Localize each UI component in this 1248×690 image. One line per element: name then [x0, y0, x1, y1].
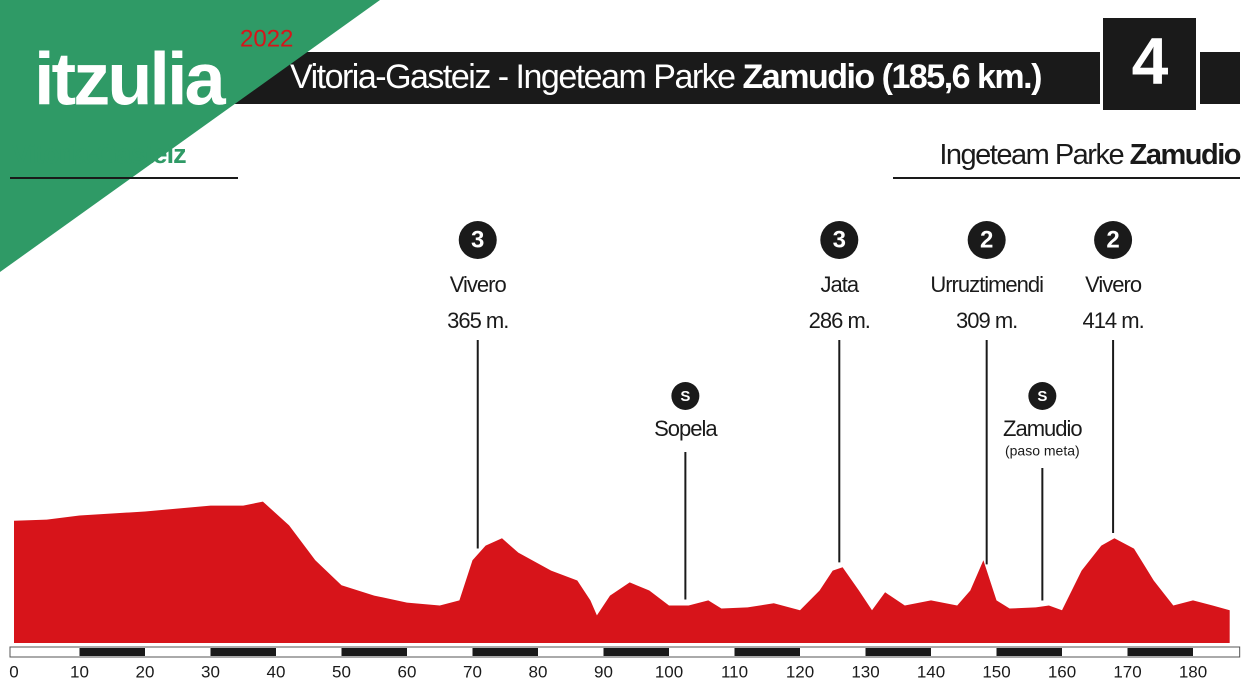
category-badge — [1028, 382, 1057, 410]
category-label: 2 — [1106, 226, 1119, 253]
category-label: S — [680, 388, 690, 405]
x-tick-label: 110 — [721, 662, 748, 681]
category-label: 2 — [980, 226, 993, 253]
x-tick-label: 70 — [463, 662, 482, 681]
axis-segment — [341, 648, 407, 656]
x-tick-label: 0 — [9, 662, 18, 681]
stage-box — [1103, 18, 1196, 110]
stage-number: 4 — [1132, 23, 1169, 97]
x-tick-label: 150 — [982, 662, 1010, 681]
stage-bar — [1200, 52, 1240, 104]
category-badge — [671, 382, 700, 410]
category-badge — [967, 221, 1006, 259]
x-tick-label: 100 — [655, 662, 683, 681]
climb-name: Vivero — [1085, 272, 1142, 297]
finish-bold: Zamudio — [1130, 139, 1241, 171]
plot: 0 10 20 30 40 50 60 70 80 90 100 110 120 130 140 150 160… — [9, 221, 1241, 681]
logo: itzulia — [34, 38, 227, 121]
category-badge — [458, 221, 497, 259]
x-tick-label: 120 — [786, 662, 814, 681]
axis-segment — [734, 648, 800, 656]
axis-segment — [865, 648, 931, 656]
x-tick-label: 160 — [1048, 662, 1076, 681]
climb-note: (paso meta) — [1005, 443, 1080, 459]
x-tick-label: 130 — [851, 662, 879, 681]
climb-name: Zamudio — [1003, 416, 1082, 441]
x-tick-label: 170 — [1113, 662, 1141, 681]
climb-name: Jata — [821, 272, 860, 297]
logo-corner — [0, 0, 380, 272]
category-label: 3 — [833, 226, 846, 253]
x-tick-label: 140 — [917, 662, 945, 681]
logo-year: 2022 — [240, 25, 293, 52]
climb-name: Sopela — [654, 416, 718, 441]
x-tick-label: 40 — [267, 662, 286, 681]
x-tick-label: 90 — [594, 662, 613, 681]
x-tick-label: 20 — [136, 662, 155, 681]
climb-name: Urruztimendi — [930, 272, 1043, 297]
climb-altitude: 309 m. — [956, 308, 1017, 333]
axis-segment — [472, 648, 538, 656]
finish-text: Ingeteam Parke — [939, 139, 1129, 171]
axis-segment — [996, 648, 1062, 656]
x-tick-label: 180 — [1179, 662, 1207, 681]
category-label: 3 — [471, 226, 484, 253]
title-bold: Zamudio (185,6 km.) — [743, 58, 1042, 96]
x-tick-label: 10 — [70, 662, 89, 681]
chart-title: Vitoria-Gasteiz - Ingeteam Parke Zamudio… — [290, 58, 1041, 96]
x-tick-label: 60 — [398, 662, 417, 681]
climb-name: Vivero — [450, 272, 507, 297]
finish-label: Ingeteam Parke Zamudio — [939, 139, 1240, 171]
climb-altitude: 286 m. — [809, 308, 870, 333]
category-badge — [1094, 221, 1133, 259]
axis-segment — [1127, 648, 1193, 656]
climb-altitude: 365 m. — [447, 308, 508, 333]
axis-segment — [210, 648, 276, 656]
title-text: Vitoria-Gasteiz - Ingeteam Parke — [290, 58, 743, 96]
category-badge — [820, 221, 859, 259]
axis-segment — [79, 648, 145, 656]
x-tick-label: 50 — [332, 662, 351, 681]
category-label: S — [1037, 388, 1047, 405]
start-label: Vitoria-Gasteiz — [12, 139, 186, 169]
x-tick-label: 30 — [201, 662, 220, 681]
climb-altitude: 414 m. — [1082, 308, 1143, 333]
elevation-area — [14, 501, 1230, 643]
x-tick-label: 80 — [529, 662, 548, 681]
axis-segment — [603, 648, 669, 656]
